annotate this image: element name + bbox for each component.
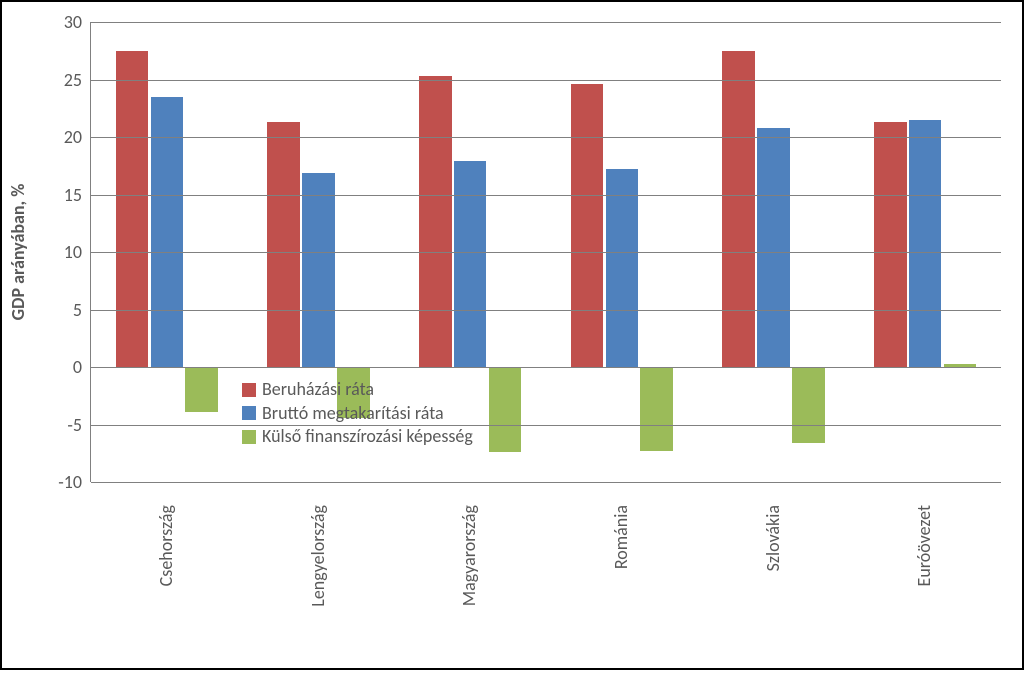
bar [909,120,942,367]
x-category-label: Magyarország [458,505,480,675]
x-category-label: Csehország [155,505,177,675]
bar [116,51,149,367]
grid-line [91,367,1001,368]
bar [267,122,300,367]
y-tick-label: 30 [42,11,82,33]
bar [606,169,639,367]
legend-swatch [242,430,256,444]
bar [185,367,218,412]
grid-line [91,22,1001,23]
legend-swatch [242,406,256,420]
legend-row: Bruttó megtakarítási ráta [242,403,473,425]
y-tick-label: 25 [42,69,82,91]
grid-line [91,482,1001,483]
legend-label: Beruházási ráta [262,379,374,401]
grid-line [91,425,1001,426]
y-tick-label: 0 [42,356,82,378]
grid-line [91,310,1001,311]
grid-line [91,137,1001,138]
y-tick-label: -5 [42,414,82,436]
bar [571,84,604,367]
legend-row: Beruházási ráta [242,379,473,401]
x-category-label: Románia [610,505,632,675]
x-category-label: Euróövezet [913,505,935,675]
y-tick-label: 20 [42,126,82,148]
bar [454,161,487,367]
y-tick-label: 10 [42,241,82,263]
y-tick-label: 15 [42,184,82,206]
legend-swatch [242,383,256,397]
bar [757,128,790,367]
bar [874,122,907,367]
legend-row: Külső finanszírozási képesség [242,426,473,448]
chart-frame: GDP arányában, % Beruházási rátaBruttó m… [0,0,1024,670]
legend-label: Külső finanszírozási képesség [262,426,473,448]
bar [419,76,452,367]
bar [792,367,825,443]
bar [722,51,755,367]
legend: Beruházási rátaBruttó megtakarítási ráta… [242,377,473,450]
grid-line [91,80,1001,81]
y-axis-title: GDP arányában, % [7,184,29,321]
bar [302,173,335,367]
y-tick-label: 5 [42,299,82,321]
legend-label: Bruttó megtakarítási ráta [262,403,444,425]
x-category-label: Szlovákia [762,505,784,675]
plot-area [90,22,1001,482]
grid-line [91,195,1001,196]
grid-line [91,252,1001,253]
x-category-label: Lengyelország [307,505,329,675]
bar [489,367,522,452]
bar [640,367,673,451]
y-tick-label: -10 [42,471,82,493]
